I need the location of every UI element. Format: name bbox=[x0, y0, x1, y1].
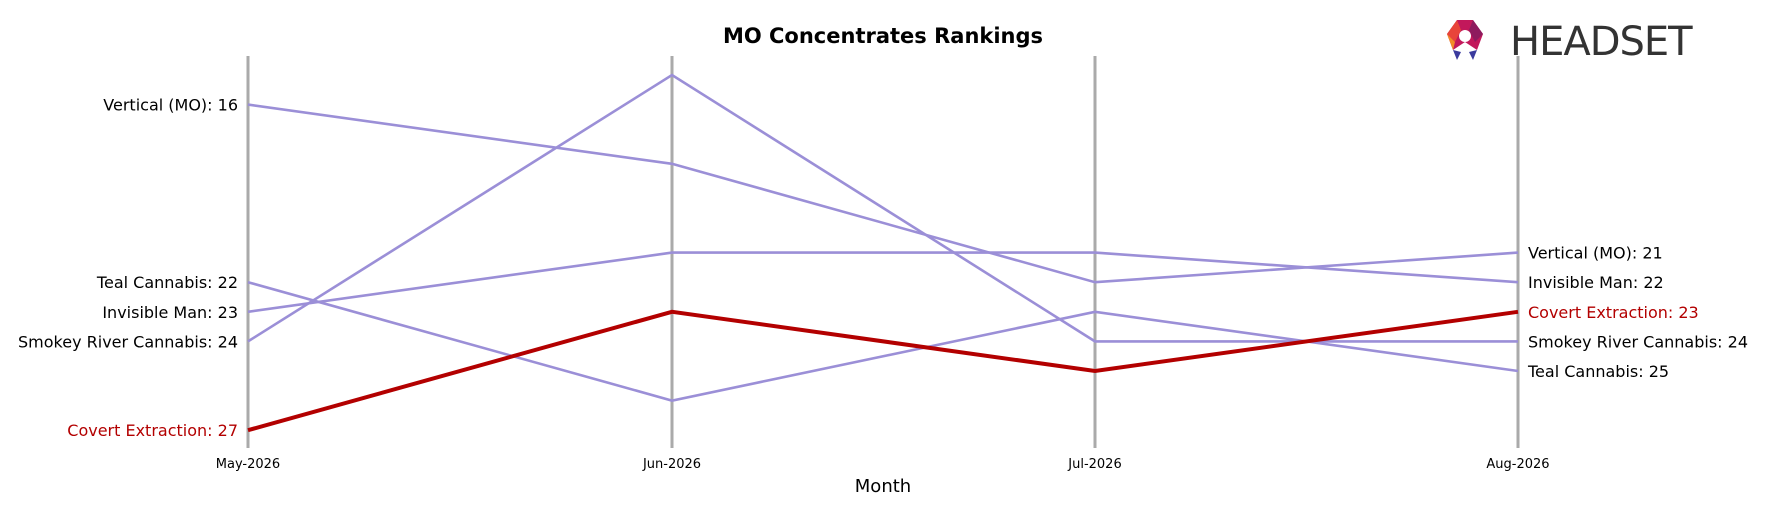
x-axis-label: Month bbox=[855, 476, 911, 497]
end-label-vertical-mo: Vertical (MO): 21 bbox=[1528, 244, 1663, 263]
headset-logo-icon bbox=[1447, 20, 1483, 60]
start-label-vertical-mo: Vertical (MO): 16 bbox=[103, 96, 238, 115]
start-label-smokey-river-cannabis: Smokey River Cannabis: 24 bbox=[18, 332, 238, 351]
series-line-covert-extraction bbox=[247, 309, 1519, 433]
series-line-vertical-mo bbox=[247, 103, 1519, 284]
start-label-covert-extraction: Covert Extraction: 27 bbox=[67, 421, 238, 440]
series-line-invisible-man bbox=[247, 251, 1519, 314]
end-label-smokey-river-cannabis: Smokey River Cannabis: 24 bbox=[1528, 332, 1748, 351]
end-label-teal-cannabis: Teal Cannabis: 25 bbox=[1527, 362, 1669, 381]
series-labels: Vertical (MO): 16 Vertical (MO): 21 Invisi… bbox=[18, 96, 1748, 441]
chart-title: MO Concentrates Rankings bbox=[723, 24, 1043, 48]
x-tick-label: Jul-2026 bbox=[1067, 457, 1121, 472]
start-label-teal-cannabis: Teal Cannabis: 22 bbox=[96, 273, 238, 292]
series-lines bbox=[247, 73, 1519, 433]
end-label-covert-extraction: Covert Extraction: 23 bbox=[1528, 303, 1699, 322]
x-tick-label: Jun-2026 bbox=[642, 457, 701, 472]
x-tick-labels: May-2026 Jun-2026 Jul-2026 Aug-2026 bbox=[216, 457, 1550, 472]
headset-logo: HEADSET bbox=[1447, 19, 1694, 65]
headset-logo-text: HEADSET bbox=[1510, 19, 1693, 65]
series-line-smokey-river-cannabis bbox=[247, 73, 1518, 343]
x-tick-label: Aug-2026 bbox=[1486, 457, 1549, 472]
start-label-invisible-man: Invisible Man: 23 bbox=[102, 303, 238, 322]
x-tick-label: May-2026 bbox=[216, 457, 280, 472]
end-label-invisible-man: Invisible Man: 22 bbox=[1528, 273, 1664, 292]
